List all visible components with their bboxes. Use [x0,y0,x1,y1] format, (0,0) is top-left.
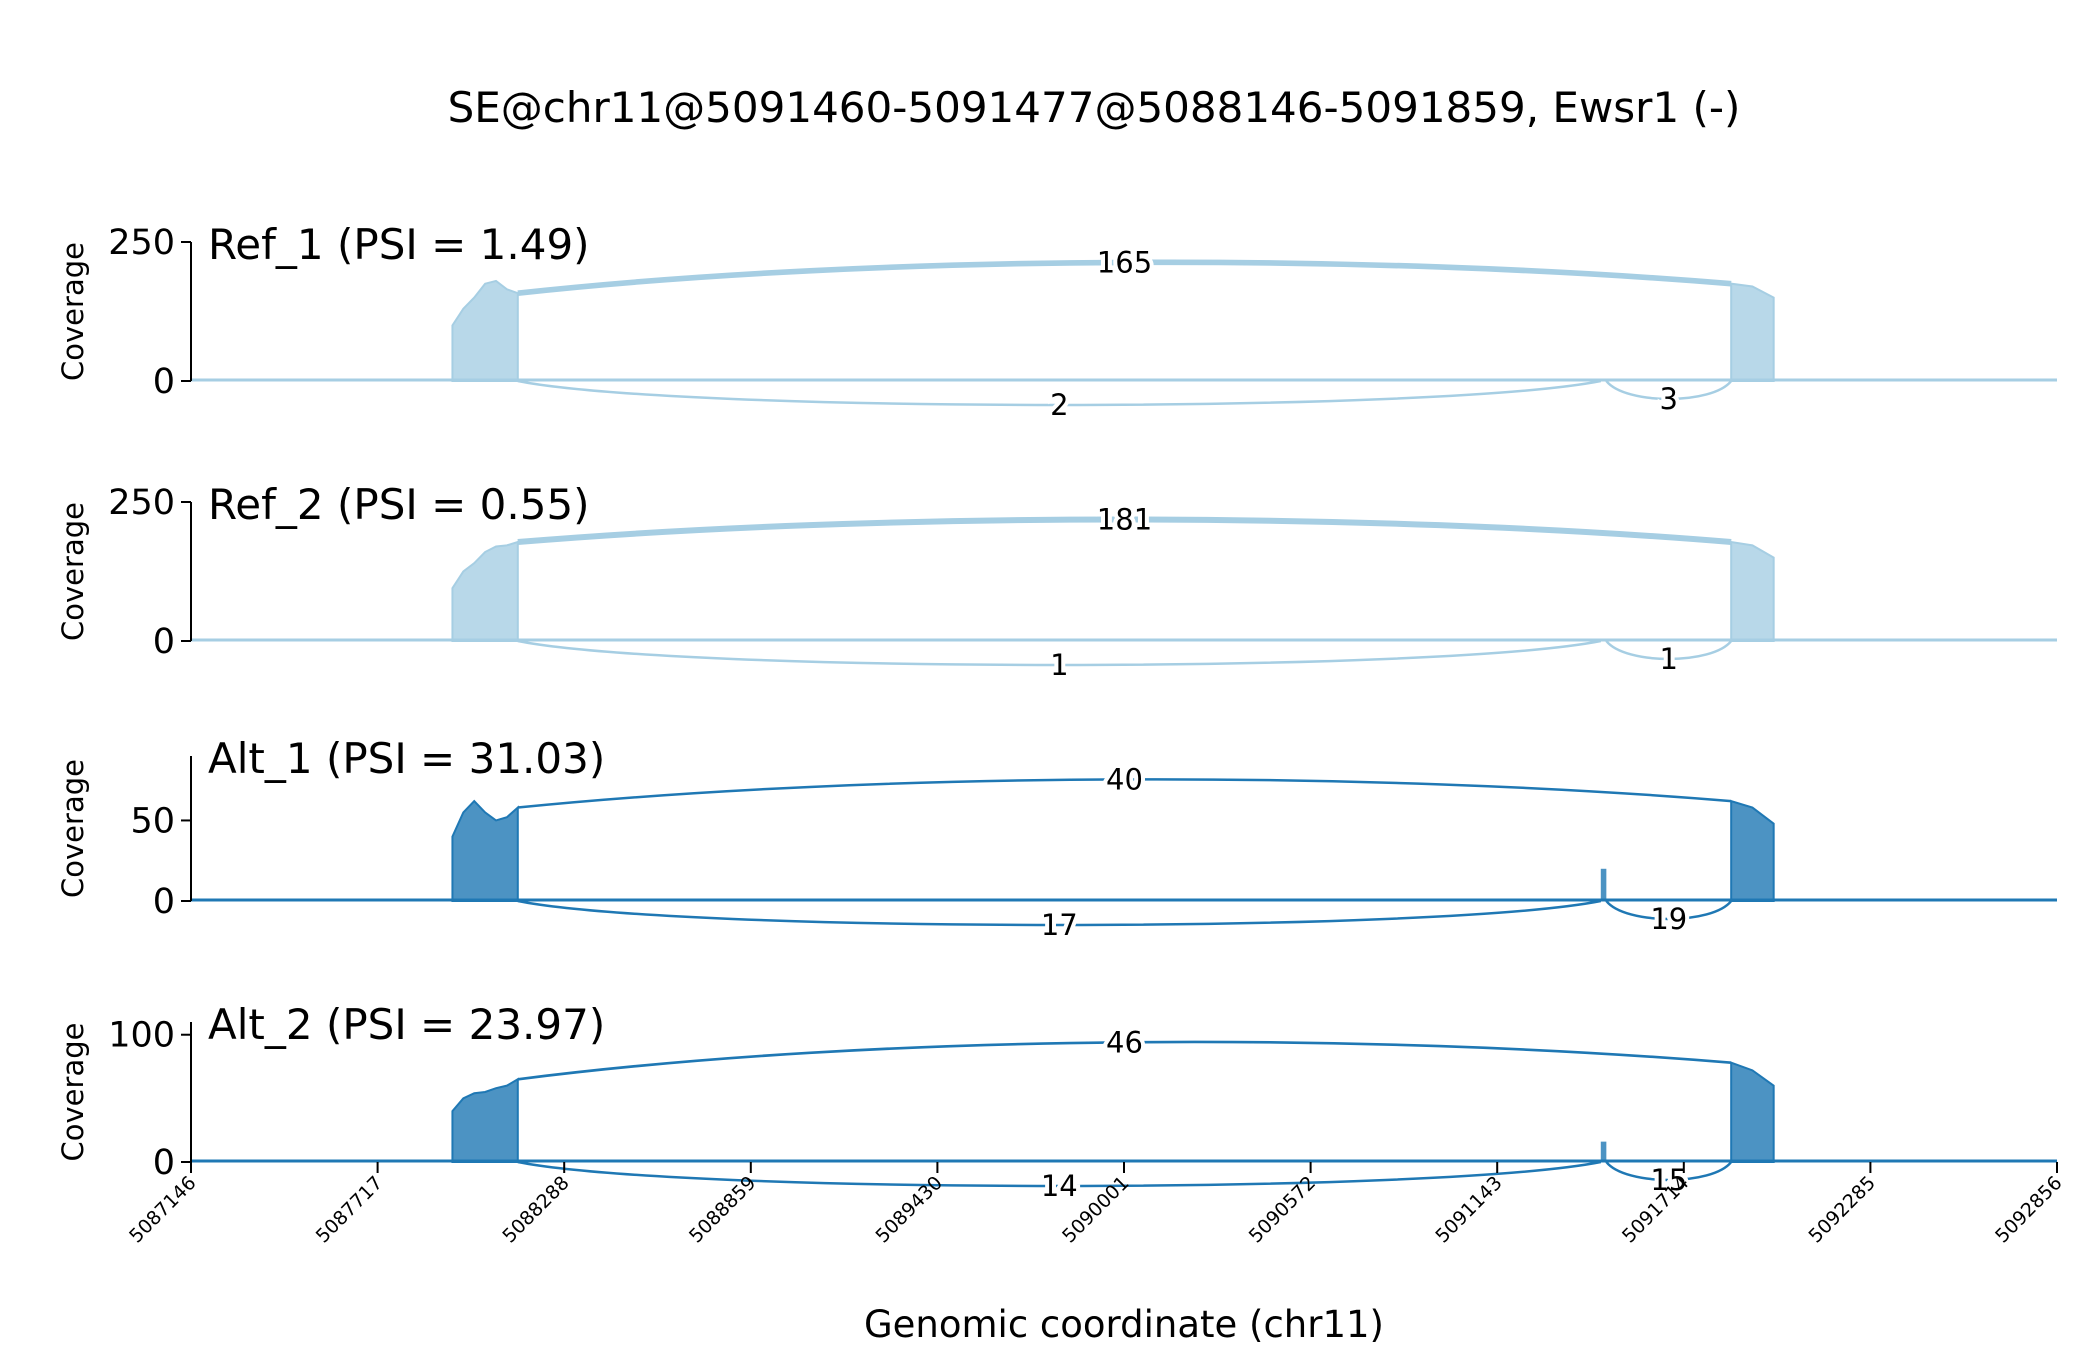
junction-count-label: 181 [1097,503,1152,537]
upstream-exon-coverage [451,279,519,382]
panel-title: Alt_1 (PSI = 31.03) [208,734,605,783]
y-tick-label: 0 [153,622,175,662]
downstream-exon-coverage [1730,799,1775,902]
junction-arc [517,1160,1602,1188]
y-axis-label: Coverage [56,1023,90,1162]
panel-title: Ref_1 (PSI = 1.49) [208,220,590,269]
y-tick-label: 50 [130,801,175,841]
junction-count-label: 14 [1041,1169,1078,1203]
junction-count-label: 1 [1050,648,1068,682]
y-axis-label: Coverage [56,502,90,641]
y-tick-label: 0 [153,1143,175,1183]
x-tick-label: 5088859 [685,1172,760,1247]
junction-arc [1605,380,1733,401]
junction-count-label: 1 [1660,642,1678,676]
downstream-exon-coverage [1730,1061,1775,1163]
skipped-exon-coverage [1600,1141,1607,1162]
junction-arc [517,778,1732,809]
upstream-exon-coverage [451,1077,519,1163]
panel-1: 165 2 3 0 250 Coverage Ref_1 (PSI = 1.49) [56,220,2057,426]
downstream-exon-coverage [1730,282,1775,382]
chart-title: SE@chr11@5091460-5091477@5088146-5091859… [448,83,1741,132]
panel-title: Ref_2 (PSI = 0.55) [208,480,590,529]
upstream-exon-coverage [451,540,519,642]
junction-count-label: 40 [1106,762,1143,796]
junction-count-label: 3 [1660,382,1678,416]
x-tick-label: 5087146 [125,1172,200,1247]
y-tick-label: 250 [108,223,175,263]
y-tick-label: 250 [108,483,175,523]
junction-arc [1605,1161,1733,1182]
panel-2: 181 1 1 0 250 Coverage Ref_2 (PSI = 0.55) [56,480,2057,686]
junction-arc [517,516,1732,546]
x-tick-label: 5092856 [1991,1172,2066,1247]
x-tick-label: 5087717 [312,1172,387,1247]
upstream-exon-coverage [451,799,519,902]
x-axis-label: Genomic coordinate (chr11) [864,1303,1384,1346]
x-tick-label: 5092285 [1805,1172,1880,1247]
x-tick-label: 5091143 [1431,1172,1506,1247]
y-tick-label: 0 [153,882,175,922]
y-tick-label: 0 [153,362,175,402]
panel-3: 40 17 19 0 50 Coverage Alt_1 (PSI = 31.03) [56,734,2057,946]
junction-arc [1605,900,1733,921]
junction-count-label: 17 [1041,908,1078,942]
junction-arc [517,639,1602,667]
junction-count-label: 2 [1050,388,1068,422]
junction-count-label: 19 [1650,902,1687,936]
junction-arc [1605,640,1733,661]
y-axis-label: Coverage [56,759,90,898]
junction-arc [517,899,1602,927]
downstream-exon-coverage [1730,540,1775,642]
junction-count-label: 165 [1097,245,1152,279]
junction-count-label: 46 [1106,1025,1143,1059]
y-tick-label: 100 [108,1016,175,1056]
panel-title: Alt_2 (PSI = 23.97) [208,1000,605,1049]
y-axis-label: Coverage [56,242,90,381]
junction-arc [517,1040,1732,1081]
junction-arc [517,379,1602,407]
junction-arc [517,259,1732,296]
x-tick-label: 5088288 [498,1172,573,1247]
x-axis: 5087146 5087717 5088288 5088859 5089430 50900… [125,1162,2067,1247]
skipped-exon-coverage [1600,868,1607,901]
